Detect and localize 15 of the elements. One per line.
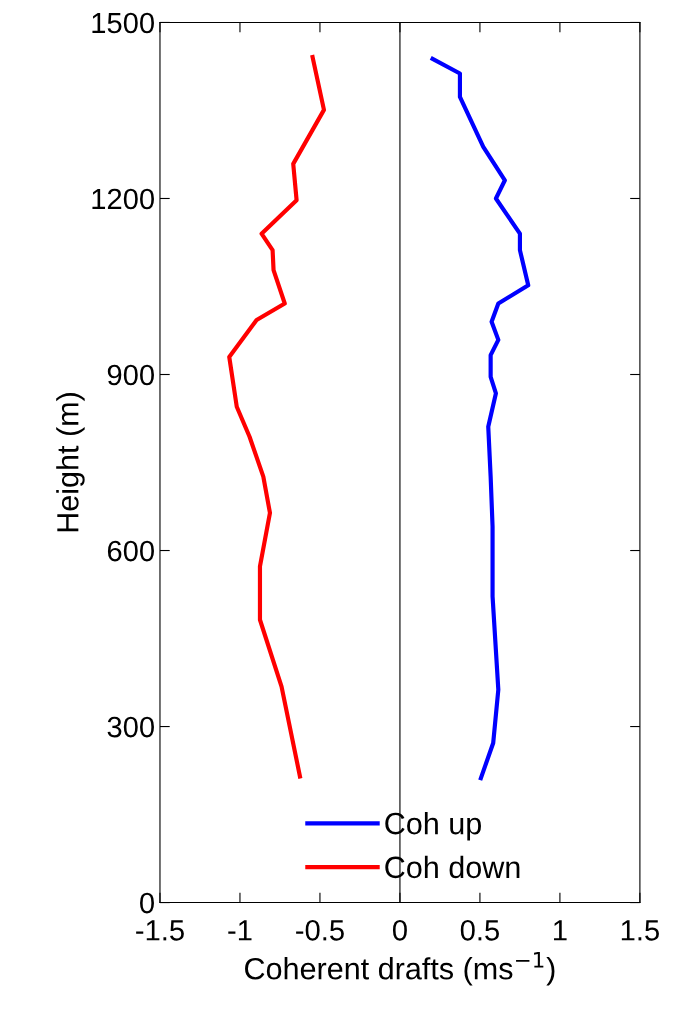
y-tick-label: 900 [107,364,154,386]
y-tick-label: 600 [107,540,154,562]
y-tick-label: 1200 [92,188,154,210]
x-tick-label: 0.5 [460,920,499,941]
x-tick-label: 0 [392,920,407,941]
x-tick-label: -1.5 [136,920,184,941]
x-tick-label: -0.5 [296,920,344,941]
x-axis-title: Coherent drafts (ms$^{−1}$) [245,951,555,986]
y-tick-label: 300 [107,716,154,738]
y-tick-label: 1500 [92,12,154,34]
x-tick-label: 1 [554,920,567,941]
x-tick-label: 1.5 [621,920,659,941]
y-tick-label: 0 [140,892,154,914]
x-tick-label: -1 [228,920,252,941]
y-axis-title: Height (m) [56,393,85,532]
